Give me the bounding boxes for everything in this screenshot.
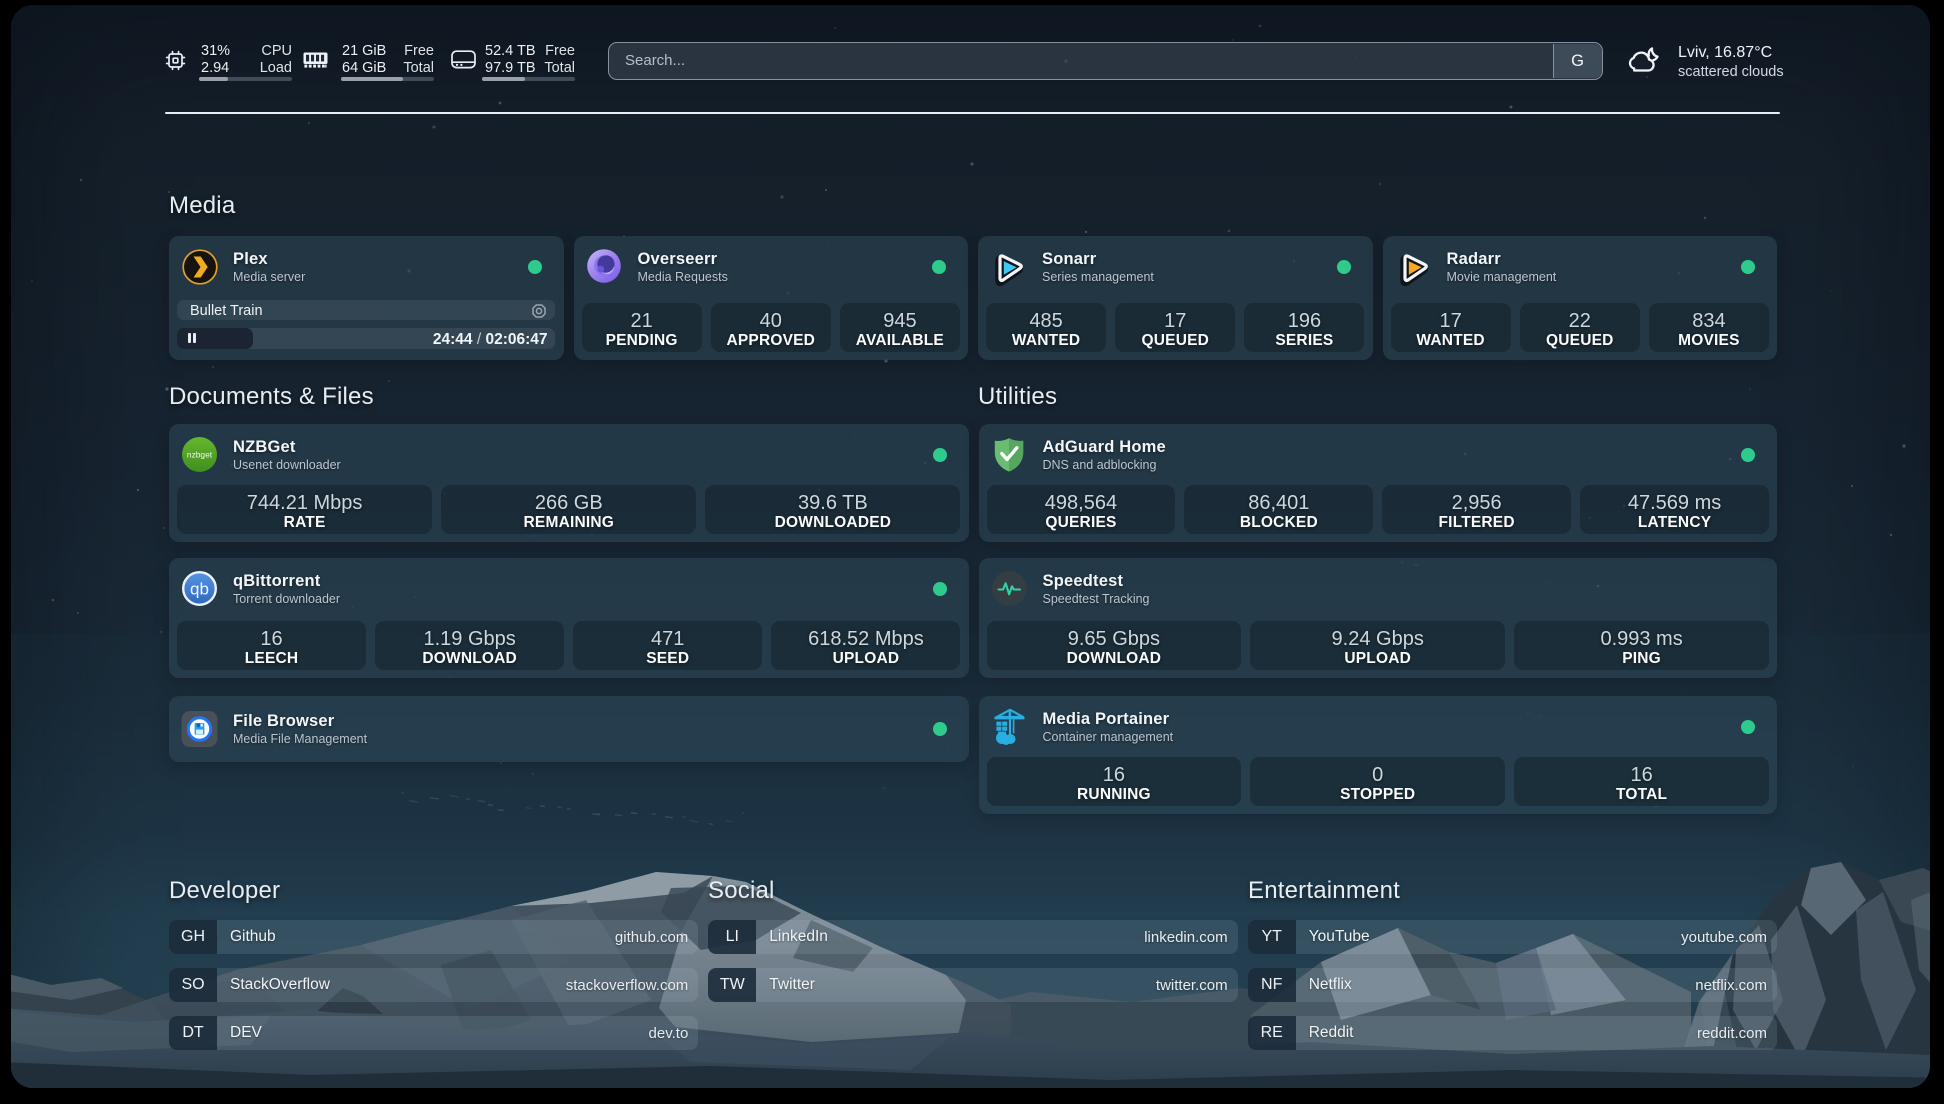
svg-text:nzbget: nzbget xyxy=(187,450,213,460)
svg-text:qb: qb xyxy=(190,580,209,599)
